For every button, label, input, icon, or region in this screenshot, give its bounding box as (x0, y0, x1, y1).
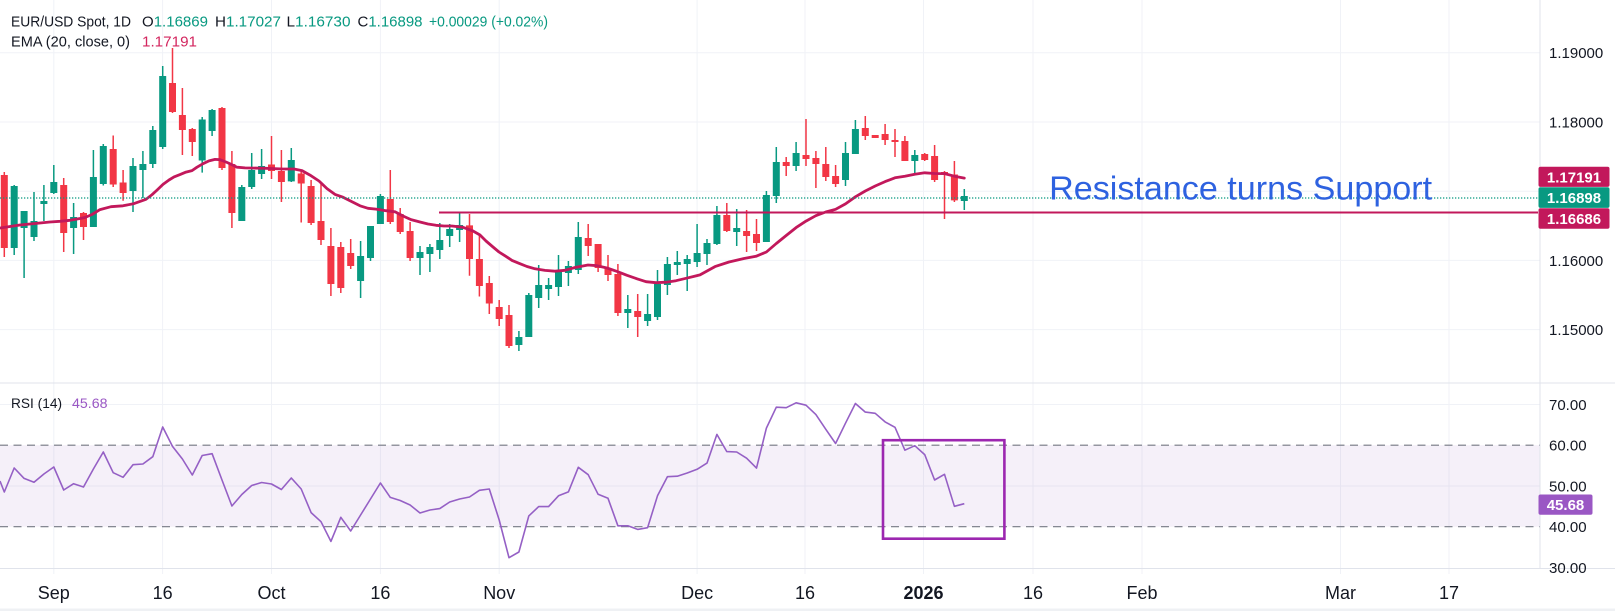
svg-text:16: 16 (153, 583, 173, 603)
svg-text:2026: 2026 (903, 583, 943, 603)
svg-text:1.16000: 1.16000 (1549, 253, 1603, 270)
svg-text:Feb: Feb (1126, 583, 1157, 603)
svg-text:1.17191: 1.17191 (142, 34, 197, 51)
svg-text:Sep: Sep (38, 583, 70, 603)
svg-text:+0.00029 (+0.02%): +0.00029 (+0.02%) (429, 14, 548, 31)
svg-text:RSI (14): RSI (14) (11, 395, 62, 411)
svg-text:1.15000: 1.15000 (1549, 322, 1603, 339)
svg-text:30.00: 30.00 (1549, 560, 1587, 577)
svg-text:17: 17 (1439, 583, 1459, 603)
svg-text:Mar: Mar (1325, 583, 1356, 603)
svg-text:70.00: 70.00 (1549, 397, 1587, 414)
svg-text:Resistance turns Support: Resistance turns Support (1049, 171, 1433, 208)
svg-text:1.19000: 1.19000 (1549, 45, 1603, 62)
svg-text:C1.16898: C1.16898 (358, 14, 423, 31)
svg-text:Oct: Oct (257, 583, 285, 603)
svg-text:EMA (20, close, 0): EMA (20, close, 0) (11, 34, 130, 51)
svg-text:16: 16 (795, 583, 815, 603)
svg-text:45.68: 45.68 (72, 395, 108, 411)
svg-text:50.00: 50.00 (1549, 479, 1587, 496)
svg-text:Nov: Nov (483, 583, 515, 603)
svg-text:L1.16730: L1.16730 (287, 14, 351, 31)
svg-text:16: 16 (370, 583, 390, 603)
svg-text:45.68: 45.68 (1547, 497, 1585, 514)
svg-text:Dec: Dec (681, 583, 713, 603)
svg-text:O1.16869: O1.16869 (142, 14, 208, 31)
svg-text:EUR/USD Spot, 1D: EUR/USD Spot, 1D (11, 14, 131, 31)
svg-text:1.16898: 1.16898 (1547, 190, 1601, 207)
svg-text:1.18000: 1.18000 (1549, 115, 1603, 132)
svg-text:1.17191: 1.17191 (1547, 169, 1601, 186)
svg-text:H1.17027: H1.17027 (215, 14, 281, 31)
svg-text:1.16686: 1.16686 (1547, 211, 1601, 228)
svg-text:40.00: 40.00 (1549, 519, 1587, 536)
svg-text:60.00: 60.00 (1549, 438, 1587, 455)
svg-text:16: 16 (1023, 583, 1043, 603)
